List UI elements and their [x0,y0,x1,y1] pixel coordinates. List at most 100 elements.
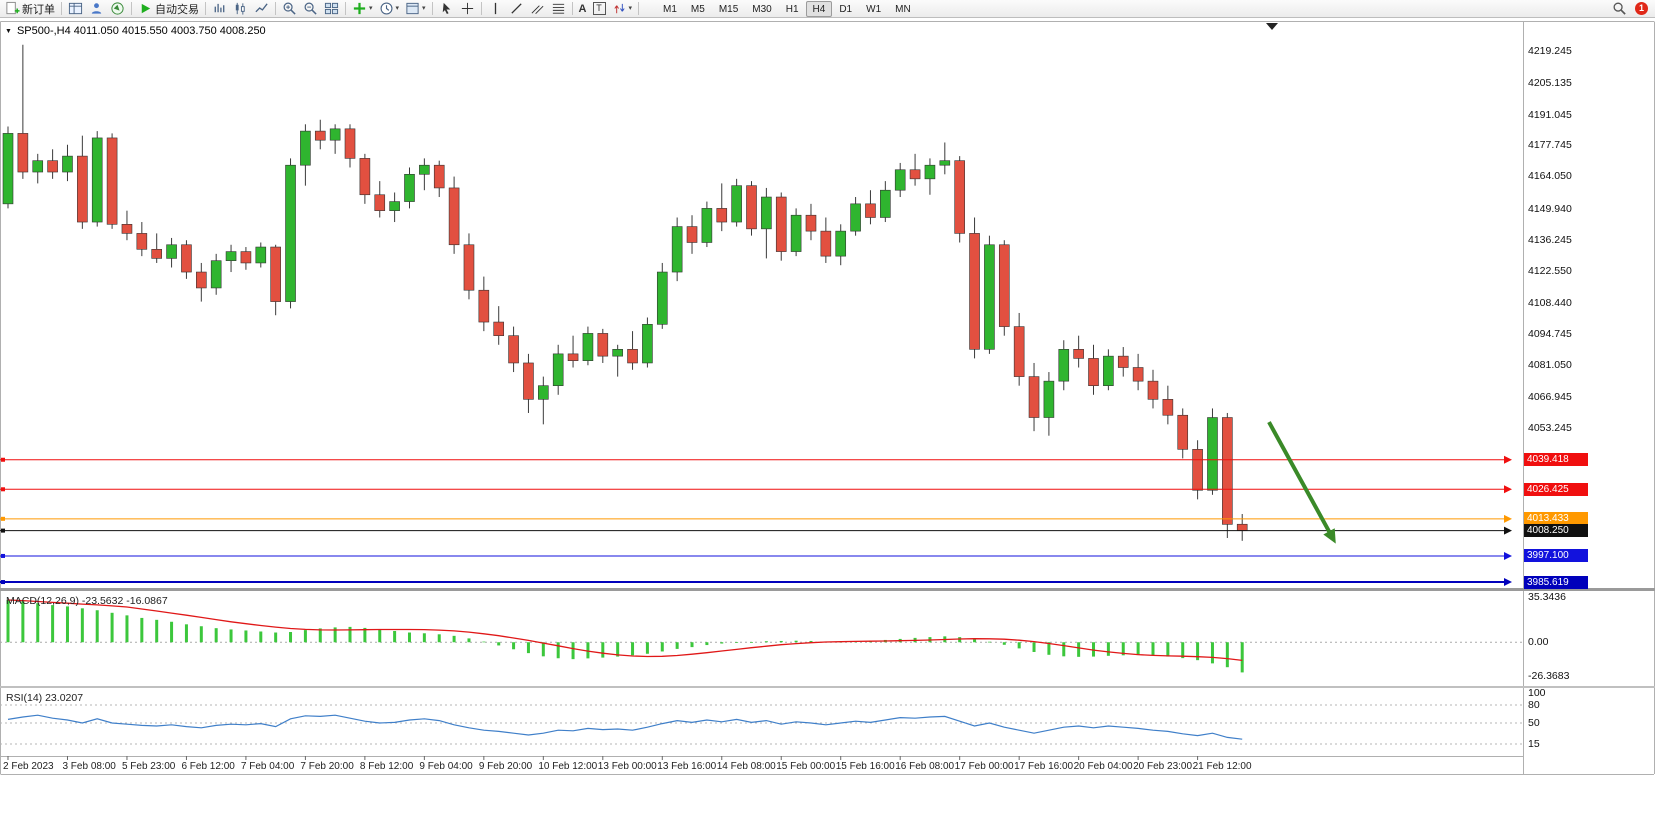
templates-button[interactable]: ▾ [402,1,429,17]
timeframe-m1[interactable]: M1 [663,3,677,15]
line-chart-button[interactable] [251,1,272,17]
candle-body [909,169,921,180]
trendline-icon [510,3,522,14]
new-order-icon [6,1,20,15]
trendline-button[interactable] [506,1,527,17]
candle-body [1043,380,1055,418]
macd-histogram-bar [289,632,293,643]
channel-icon [531,5,544,14]
level-line-handle[interactable] [1,487,5,492]
zoom-out-icon [304,2,317,15]
candle-body [17,133,29,173]
macd-histogram-bar [393,630,397,643]
macd-histogram-bar [750,641,753,643]
level-line-handle[interactable] [1,528,5,533]
timeframe-d1[interactable]: D1 [839,3,853,15]
timeframe-m30[interactable]: M30 [752,3,772,15]
macd-histogram-bar [705,642,709,646]
navigator-icon [111,2,124,15]
candle-body [805,214,817,232]
candle-body [77,155,88,223]
timeframe-w1[interactable]: W1 [866,3,882,15]
candle-body [761,196,772,230]
candle-body [255,246,267,264]
vertical-line-button[interactable] [485,1,506,17]
macd-histogram-bar [512,642,516,650]
channel-button[interactable] [527,1,548,17]
bar-chart-button[interactable] [209,1,230,17]
pane-splitter[interactable] [0,588,1655,591]
indicators-button[interactable]: ▾ [349,1,376,17]
arrows-button[interactable]: ▾ [609,1,636,17]
candle-body [1132,367,1144,382]
macd-histogram-bar [571,642,575,660]
fibonacci-button[interactable] [548,1,569,17]
toolbar-separator [205,2,206,15]
timeframe-m15[interactable]: M15 [718,3,739,15]
candle-body [1162,399,1174,416]
candlestick-chart-button[interactable] [230,1,251,17]
level-line-handle[interactable] [1,580,5,585]
notification-badge[interactable]: 1 [1635,2,1648,15]
timeframe-mn[interactable]: MN [895,3,911,15]
text-tool-icon: A [578,2,587,15]
new-order-button[interactable]: 新订单 [2,1,58,17]
level-line-handle[interactable] [1,457,5,462]
level-line-arrow-icon [1504,578,1512,587]
cursor-button[interactable] [436,1,457,17]
macd-histogram-bar [1210,642,1214,664]
candle-body [790,214,802,252]
tile-windows-button[interactable] [321,1,342,17]
trend-arrow-annotation[interactable] [1267,421,1332,534]
level-line-handle[interactable] [1,516,5,521]
timeframe-m5[interactable]: M5 [690,3,705,15]
autotrade-label: 自动交易 [155,3,199,16]
pane-splitter[interactable] [0,686,1655,688]
cursor-icon [442,2,450,15]
crosshair-button[interactable] [457,1,478,17]
macd-histogram-bar [1151,642,1155,656]
macd-histogram-bar [95,610,99,643]
candle-body [300,130,311,166]
scroll-to-end-marker-icon[interactable] [1266,23,1278,30]
macd-signal-line [7,599,1243,662]
tile-windows-icon [324,2,339,15]
candle-body [552,353,564,386]
market-watch-button[interactable] [65,1,86,17]
candle-body [1236,523,1248,531]
text-label-button[interactable]: T [590,1,609,17]
toolbar-separator [61,2,62,15]
zoom-in-button[interactable] [279,1,300,17]
bar-chart-icon [214,3,225,13]
candle-body [91,137,103,223]
macd-histogram-bar [1077,642,1081,657]
periods-button[interactable]: ▾ [376,1,403,17]
macd-histogram-bar [184,624,188,643]
candle-body [850,203,861,232]
candlestick-chart-icon [235,2,245,15]
macd-histogram-bar [1181,642,1185,659]
autotrade-button[interactable]: 自动交易 [135,1,202,17]
chart-canvas[interactable] [0,18,1655,822]
level-line-handle[interactable] [1,553,5,558]
candle-body [1103,355,1114,386]
macd-histogram-bar [616,642,620,657]
macd-histogram-bar [973,639,977,643]
candle-body [627,349,638,364]
search-button[interactable] [1609,1,1630,17]
timeframe-h4[interactable]: H4 [805,0,833,17]
data-window-button[interactable] [86,1,107,17]
candle-body [1013,326,1025,377]
candle-body [671,226,683,273]
candle-body [151,249,162,259]
text-tool-button[interactable]: A [576,1,590,17]
macd-histogram-bar [556,642,560,659]
candle-body [984,244,995,350]
zoom-out-button[interactable] [300,1,321,17]
candle-body [1117,355,1129,368]
navigator-button[interactable] [107,1,128,17]
timeframe-h1[interactable]: H1 [785,3,799,15]
candle-body [820,230,832,257]
macd-histogram-bar [21,601,25,643]
candle-body [1058,349,1070,382]
